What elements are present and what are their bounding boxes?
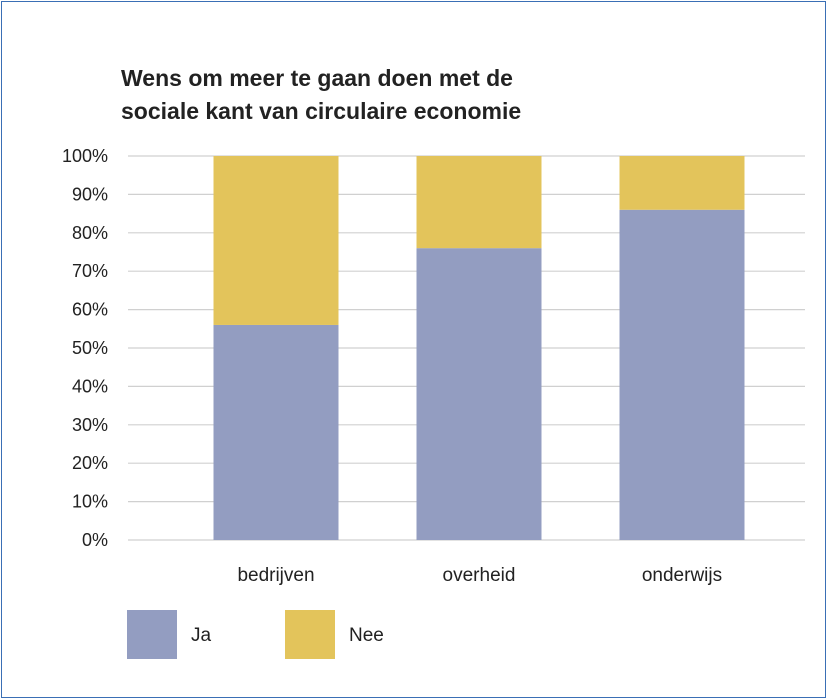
y-tick-label: 40% <box>72 376 108 396</box>
category-label: bedrijven <box>237 565 314 586</box>
x-axis-category-labels: bedrijven overheid onderwijs <box>237 565 722 586</box>
y-axis-tick-labels: 0% 10% 20% 30% 40% 50% 60% 70% 80% 90% 100% <box>62 146 108 550</box>
category-label: onderwijs <box>642 565 722 586</box>
legend-label-nee: Nee <box>349 625 384 646</box>
y-tick-label: 30% <box>72 415 108 435</box>
category-label: overheid <box>443 565 516 586</box>
legend-label-ja: Ja <box>191 625 212 646</box>
y-tick-label: 50% <box>72 338 108 358</box>
chart-title: Wens om meer te gaan doen met de sociale… <box>121 62 681 128</box>
bar-nee-onderwijs <box>619 156 745 210</box>
y-tick-label: 100% <box>62 146 108 166</box>
y-tick-label: 90% <box>72 184 108 204</box>
bar-nee-overheid <box>416 156 542 249</box>
y-tick-label: 70% <box>72 261 108 281</box>
bar-nee-bedrijven <box>213 156 339 325</box>
y-tick-label: 0% <box>82 530 108 550</box>
bar-ja-onderwijs <box>619 209 745 540</box>
y-tick-label: 20% <box>72 453 108 473</box>
y-tick-label: 10% <box>72 492 108 512</box>
bars <box>213 156 745 540</box>
bar-ja-overheid <box>416 248 542 540</box>
chart-title-line-1: Wens om meer te gaan doen met de <box>121 65 513 91</box>
chart-title-line-2: sociale kant van circulaire economie <box>121 98 522 124</box>
y-tick-label: 60% <box>72 300 108 320</box>
bar-ja-bedrijven <box>213 324 339 540</box>
legend-swatch-ja <box>127 610 177 659</box>
legend: Ja Nee <box>127 610 384 659</box>
legend-swatch-nee <box>285 610 335 659</box>
y-tick-label: 80% <box>72 223 108 243</box>
